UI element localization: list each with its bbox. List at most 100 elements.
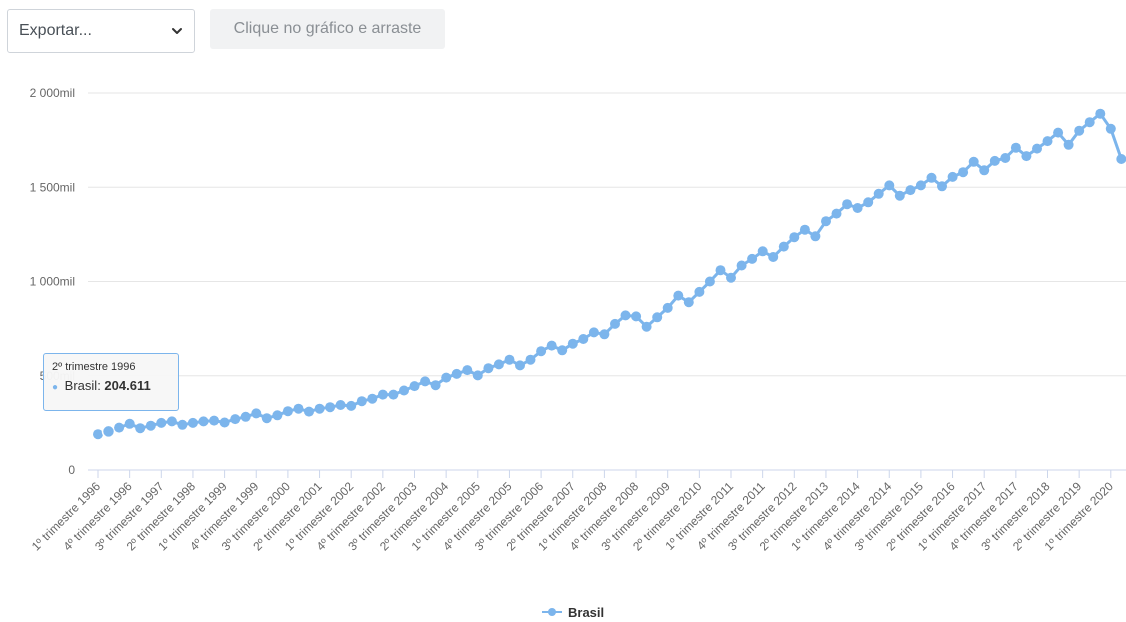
data-point[interactable] xyxy=(177,419,188,430)
data-point[interactable] xyxy=(683,297,694,308)
series-brasil[interactable] xyxy=(93,108,1126,440)
data-point[interactable] xyxy=(272,410,283,421)
data-point[interactable] xyxy=(251,408,262,419)
data-point[interactable] xyxy=(399,385,409,396)
data-point[interactable] xyxy=(166,416,177,427)
data-point[interactable] xyxy=(757,246,768,257)
data-point[interactable] xyxy=(1116,154,1126,164)
data-point[interactable] xyxy=(356,396,367,407)
data-point[interactable] xyxy=(557,345,568,356)
data-point[interactable] xyxy=(726,272,736,283)
data-point[interactable] xyxy=(198,416,209,427)
data-point[interactable] xyxy=(631,311,642,322)
data-point[interactable] xyxy=(314,403,325,414)
data-point[interactable] xyxy=(493,359,504,370)
data-point[interactable] xyxy=(282,406,293,417)
data-point[interactable] xyxy=(1063,139,1074,150)
data-point[interactable] xyxy=(462,365,473,376)
data-point[interactable] xyxy=(1042,136,1053,147)
data-point[interactable] xyxy=(536,346,547,357)
data-point[interactable] xyxy=(821,216,831,227)
data-point[interactable] xyxy=(958,167,969,178)
data-point[interactable] xyxy=(187,417,198,428)
data-point[interactable] xyxy=(420,376,431,387)
data-point[interactable] xyxy=(515,360,525,371)
data-point[interactable] xyxy=(230,414,241,425)
data-point[interactable] xyxy=(1105,123,1116,134)
data-point[interactable] xyxy=(304,406,314,417)
data-point[interactable] xyxy=(525,354,536,365)
data-point[interactable] xyxy=(894,190,905,201)
data-point[interactable] xyxy=(810,231,821,242)
data-point[interactable] xyxy=(937,181,947,192)
data-point[interactable] xyxy=(114,422,125,433)
data-point[interactable] xyxy=(409,381,420,392)
export-select[interactable]: Exportar... xyxy=(7,9,195,53)
legend-item-brasil[interactable]: Brasil xyxy=(540,602,604,622)
data-point[interactable] xyxy=(768,252,779,262)
data-point[interactable] xyxy=(747,253,758,264)
data-point[interactable] xyxy=(799,224,810,235)
data-point[interactable] xyxy=(101,424,116,439)
data-point[interactable] xyxy=(884,180,895,191)
data-point[interactable] xyxy=(873,188,884,199)
data-point[interactable] xyxy=(472,370,483,381)
data-point[interactable] xyxy=(610,318,620,329)
data-point[interactable] xyxy=(1095,108,1106,119)
data-point[interactable] xyxy=(135,423,146,434)
data-point[interactable] xyxy=(620,310,631,321)
data-point[interactable] xyxy=(261,413,272,424)
data-point[interactable] xyxy=(346,400,357,411)
data-point[interactable] xyxy=(715,265,726,276)
data-point[interactable] xyxy=(1053,127,1064,138)
data-point[interactable] xyxy=(430,380,441,391)
data-point[interactable] xyxy=(1000,153,1011,163)
data-point[interactable] xyxy=(947,171,958,182)
data-point[interactable] xyxy=(842,199,853,210)
data-point[interactable] xyxy=(209,415,220,426)
data-point[interactable] xyxy=(863,197,874,208)
data-point[interactable] xyxy=(831,208,842,219)
data-point[interactable] xyxy=(778,241,789,252)
data-point[interactable] xyxy=(789,232,800,243)
data-point[interactable] xyxy=(1074,125,1085,136)
data-point[interactable] xyxy=(219,417,230,428)
data-point[interactable] xyxy=(388,389,399,400)
data-point[interactable] xyxy=(905,185,916,196)
data-point[interactable] xyxy=(124,418,135,429)
data-point[interactable] xyxy=(93,429,103,440)
data-point[interactable] xyxy=(852,203,863,213)
data-point[interactable] xyxy=(367,393,378,404)
data-point[interactable] xyxy=(599,329,610,340)
data-point[interactable] xyxy=(377,389,388,400)
data-point[interactable] xyxy=(1084,117,1095,128)
data-point[interactable] xyxy=(694,286,705,297)
data-point[interactable] xyxy=(1021,151,1032,162)
data-point[interactable] xyxy=(641,321,652,332)
data-point[interactable] xyxy=(968,156,979,167)
zoom-hint-button[interactable]: Clique no gráfico e arraste xyxy=(210,9,445,49)
data-point[interactable] xyxy=(736,260,747,271)
data-point[interactable] xyxy=(240,411,251,422)
data-point[interactable] xyxy=(578,334,589,344)
data-point[interactable] xyxy=(441,372,452,383)
data-point[interactable] xyxy=(156,417,167,428)
data-point[interactable] xyxy=(1032,143,1042,154)
data-point[interactable] xyxy=(145,420,156,431)
data-point[interactable] xyxy=(652,312,663,323)
data-point[interactable] xyxy=(662,302,673,313)
data-point[interactable] xyxy=(989,155,1000,166)
data-point[interactable] xyxy=(325,402,336,413)
data-point[interactable] xyxy=(915,180,926,191)
data-point[interactable] xyxy=(483,363,494,374)
data-point[interactable] xyxy=(293,403,304,414)
data-point[interactable] xyxy=(504,354,515,365)
data-point[interactable] xyxy=(588,327,599,338)
data-point[interactable] xyxy=(704,276,715,287)
data-point[interactable] xyxy=(546,340,557,351)
data-point[interactable] xyxy=(926,172,937,183)
data-point[interactable] xyxy=(335,400,346,410)
data-point[interactable] xyxy=(567,338,578,349)
data-point[interactable] xyxy=(979,165,990,176)
